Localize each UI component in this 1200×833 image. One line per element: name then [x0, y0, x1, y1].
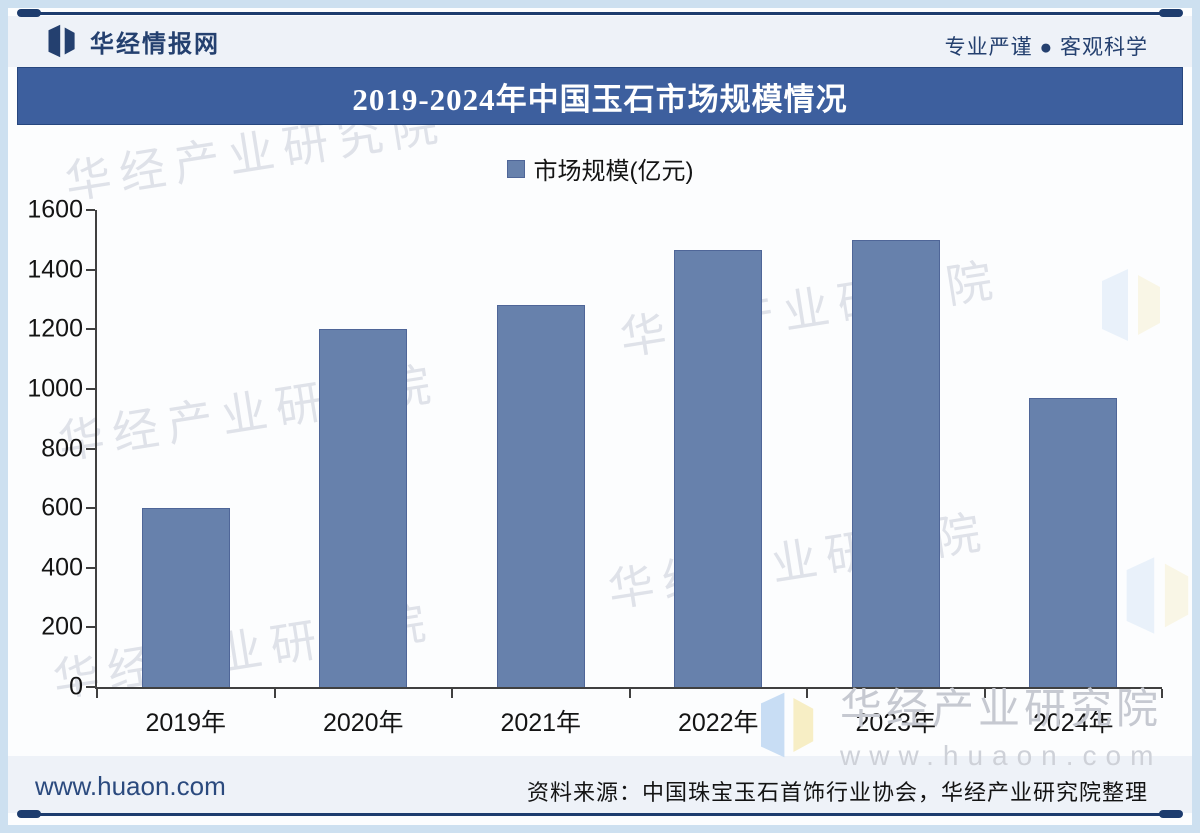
x-axis-tick	[1161, 689, 1163, 698]
bottom-rule-right-cap	[1159, 810, 1183, 818]
footer-strip	[8, 756, 1192, 813]
y-axis-tick	[86, 626, 95, 629]
y-axis-tick	[86, 447, 95, 450]
bar-2022年	[674, 250, 763, 687]
y-axis-label: 1600	[27, 195, 83, 224]
logo-text: 华经情报网	[90, 30, 220, 58]
x-axis-tick	[451, 689, 453, 698]
bar-2020年	[319, 329, 408, 687]
footer-source: 资料来源：中国珠宝玉石首饰行业协会，华经产业研究院整理	[526, 780, 1148, 805]
y-axis-tick	[86, 507, 95, 510]
header-strip	[8, 16, 1192, 67]
bar-2024年	[1029, 397, 1118, 687]
watermark-text: 华经产业研究院	[840, 685, 1163, 732]
y-axis-label: 800	[41, 434, 83, 462]
footer-website: www.huaon.com	[35, 771, 226, 801]
x-axis-tick	[806, 689, 808, 698]
y-axis-label: 1200	[27, 314, 83, 343]
watermark-logo-icon	[1092, 245, 1172, 370]
x-axis-tick	[983, 689, 986, 698]
top-rule-left-cap	[17, 9, 41, 17]
bar-2019年	[141, 508, 230, 687]
bar-2021年	[496, 305, 585, 687]
x-axis-label: 2019年	[145, 709, 227, 737]
y-axis-label: 0	[69, 672, 83, 701]
bottom-rule-left-cap	[17, 810, 41, 818]
bottom-rule	[30, 813, 1170, 816]
plot-area: 0 200 400 600 800 1000 1200 1400 1600 2019年 2020年 2…	[27, 196, 1163, 737]
y-axis-label: 1000	[27, 374, 83, 403]
x-axis-label: 2021年	[500, 709, 582, 737]
chart-region: 华经产业研究院 华经产业研究院 华经产业研究院 华经产业研究院 华经产业研究院 …	[8, 125, 1192, 756]
y-axis-tick	[86, 209, 95, 211]
x-axis-tick	[628, 689, 631, 698]
huaon-logo-icon	[44, 23, 80, 59]
y-axis-label: 200	[41, 612, 83, 641]
y-axis-tick	[86, 686, 95, 688]
legend-swatch	[506, 159, 525, 178]
title-bar: 2019-2024年中国玉石市场规模情况	[17, 67, 1183, 125]
y-axis-label: 400	[41, 553, 83, 582]
x-axis-label: 2023年	[855, 709, 937, 737]
footer-watermark: 华经产业研究院 www.huaon.com	[752, 685, 1163, 772]
chart-legend: 市场规模(亿元)	[8, 151, 1192, 186]
top-rule-right-cap	[1159, 9, 1183, 17]
top-rule	[30, 12, 1170, 15]
watermark-logo-icon	[1116, 533, 1192, 663]
huaon-logo: 华经情报网	[44, 23, 220, 59]
y-axis-tick	[86, 268, 95, 271]
y-axis-label: 1400	[27, 255, 83, 284]
y-axis-tick	[86, 566, 95, 569]
y-axis-label: 600	[41, 493, 83, 522]
x-axis-label: 2020年	[322, 709, 404, 737]
chart-title: 2019-2024年中国玉石市场规模情况	[352, 81, 848, 117]
x-axis-label: 2022年	[677, 709, 759, 737]
x-axis-label: 2024年	[1032, 709, 1114, 737]
bar-2023年	[851, 239, 940, 687]
x-axis-tick	[96, 689, 98, 698]
watermark-url: www.huaon.com	[840, 740, 1163, 772]
y-axis-tick	[86, 328, 95, 331]
x-axis-tick	[273, 689, 276, 698]
y-axis-tick	[86, 387, 95, 390]
watermark-logo-icon	[752, 686, 824, 769]
header-tagline: 专业严谨 ● 客观科学	[944, 36, 1148, 59]
legend-label: 市场规模(亿元)	[533, 158, 694, 185]
